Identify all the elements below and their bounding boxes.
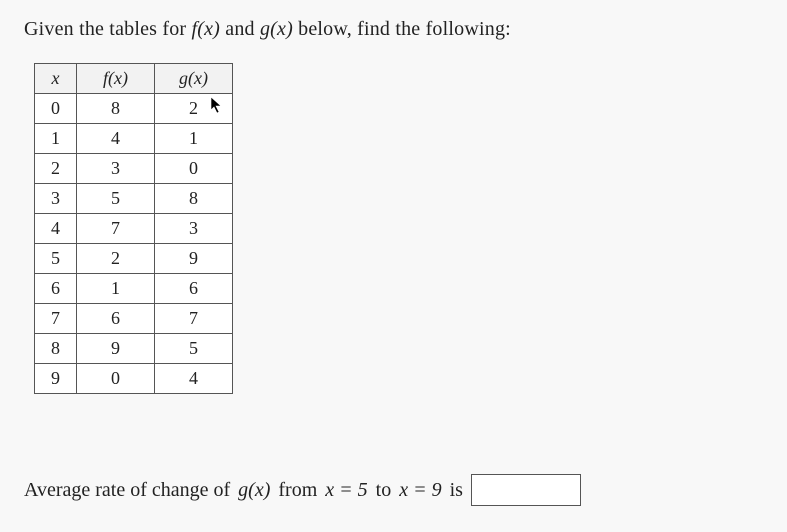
cell-gx: 2 <box>155 94 233 124</box>
cell-x: 3 <box>35 184 77 214</box>
table-row: 0 8 2 <box>35 94 233 124</box>
cell-fx: 5 <box>77 184 155 214</box>
table-row: 9 0 4 <box>35 364 233 394</box>
header-x: x <box>35 64 77 94</box>
cell-fx: 1 <box>77 274 155 304</box>
cell-gx-value: 2 <box>189 98 198 118</box>
prompt-pre: Given the tables for <box>24 18 191 40</box>
cell-x: 2 <box>35 154 77 184</box>
cell-x: 5 <box>35 244 77 274</box>
cell-gx: 5 <box>155 334 233 364</box>
answer-mid1: from <box>278 479 317 502</box>
cell-gx: 6 <box>155 274 233 304</box>
table-row: 4 7 3 <box>35 214 233 244</box>
table-row: 3 5 8 <box>35 184 233 214</box>
prompt-mid: and <box>225 18 260 40</box>
cell-fx: 4 <box>77 124 155 154</box>
cell-gx: 7 <box>155 304 233 334</box>
cell-fx: 6 <box>77 304 155 334</box>
answer-gx: g(x) <box>238 479 270 502</box>
table-row: 2 3 0 <box>35 154 233 184</box>
answer-mid2: to <box>376 479 392 502</box>
question-prompt: Given the tables for f(x) and g(x) below… <box>24 18 763 41</box>
cell-x: 4 <box>35 214 77 244</box>
cell-gx: 1 <box>155 124 233 154</box>
cell-x: 8 <box>35 334 77 364</box>
cell-fx: 0 <box>77 364 155 394</box>
cell-x: 9 <box>35 364 77 394</box>
header-fx: f(x) <box>77 64 155 94</box>
table-row: 5 2 9 <box>35 244 233 274</box>
answer-eq1: x = 5 <box>325 479 367 502</box>
cell-x: 0 <box>35 94 77 124</box>
answer-eq2: x = 9 <box>399 479 441 502</box>
table-body: 0 8 2 1 4 1 2 3 0 3 5 8 4 7 3 5 <box>35 94 233 394</box>
cell-fx: 8 <box>77 94 155 124</box>
cell-x: 1 <box>35 124 77 154</box>
header-fx-text: f(x) <box>103 68 128 88</box>
prompt-gx: g(x) <box>260 18 293 40</box>
table-row: 1 4 1 <box>35 124 233 154</box>
cell-x: 6 <box>35 274 77 304</box>
prompt-fx: f(x) <box>191 18 220 40</box>
cell-x: 7 <box>35 304 77 334</box>
cell-fx: 3 <box>77 154 155 184</box>
cursor-icon <box>210 96 224 114</box>
cell-gx: 4 <box>155 364 233 394</box>
table-row: 7 6 7 <box>35 304 233 334</box>
prompt-post: below, find the following: <box>298 18 511 40</box>
table-header-row: x f(x) g(x) <box>35 64 233 94</box>
function-table: x f(x) g(x) 0 8 2 1 4 1 2 3 0 3 5 8 <box>34 63 233 394</box>
cell-fx: 9 <box>77 334 155 364</box>
cell-gx: 8 <box>155 184 233 214</box>
answer-pre: Average rate of change of <box>24 479 230 502</box>
cell-fx: 7 <box>77 214 155 244</box>
cell-gx: 9 <box>155 244 233 274</box>
answer-post: is <box>450 479 463 502</box>
header-gx: g(x) <box>155 64 233 94</box>
answer-input[interactable] <box>471 474 581 506</box>
cell-gx: 0 <box>155 154 233 184</box>
cell-fx: 2 <box>77 244 155 274</box>
header-gx-text: g(x) <box>179 68 208 88</box>
table-row: 8 9 5 <box>35 334 233 364</box>
table-row: 6 1 6 <box>35 274 233 304</box>
cell-gx: 3 <box>155 214 233 244</box>
answer-prompt: Average rate of change of g(x) from x = … <box>24 474 581 506</box>
